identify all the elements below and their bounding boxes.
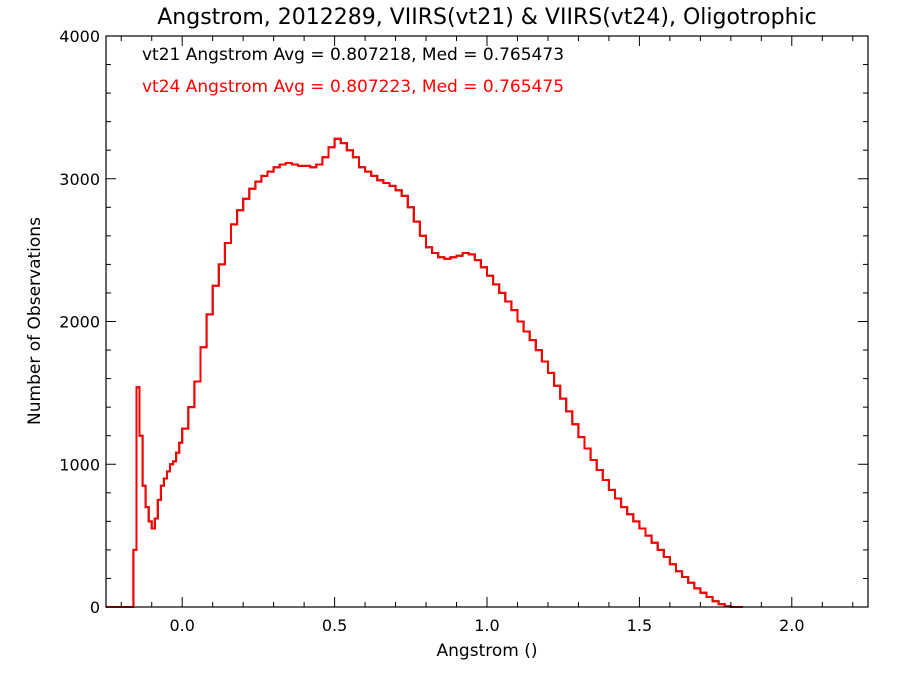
annotation-vt21: vt21 Angstrom Avg = 0.807218, Med = 0.76… <box>142 45 564 65</box>
series-layer <box>106 137 743 608</box>
y-tick-label: 3000 <box>59 170 100 189</box>
plot-area: 0.0 0.5 1.0 1.5 2.0 0 1000 2000 3000 4000 <box>59 27 869 635</box>
annotation-vt24: vt24 Angstrom Avg = 0.807223, Med = 0.76… <box>142 77 564 97</box>
y-axis-label: Number of Observations <box>25 217 45 425</box>
chart-title: Angstrom, 2012289, VIIRS(vt21) & VIIRS(v… <box>157 5 816 30</box>
x-tick-label: 2.0 <box>779 616 804 635</box>
x-tick-label: 0.0 <box>169 616 194 635</box>
x-tick-label: 1.0 <box>474 616 499 635</box>
x-axis-label: Angstrom () <box>437 641 538 661</box>
y-tick-label: 4000 <box>59 27 100 46</box>
y-tick-label: 0 <box>90 598 100 617</box>
series-vt24-line <box>106 137 743 608</box>
x-tick-label: 0.5 <box>322 616 347 635</box>
ticks-layer: 0.0 0.5 1.0 1.5 2.0 0 1000 2000 3000 4000 <box>59 27 868 635</box>
x-tick-label: 1.5 <box>627 616 652 635</box>
y-tick-label: 1000 <box>59 455 100 474</box>
y-tick-label: 2000 <box>59 313 100 332</box>
